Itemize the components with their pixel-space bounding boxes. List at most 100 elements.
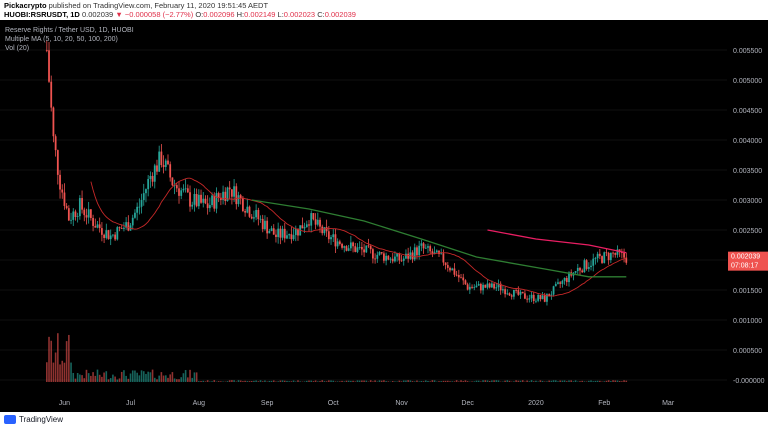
candle-body[interactable]: [506, 293, 509, 295]
candle-body[interactable]: [242, 198, 244, 212]
candle-body[interactable]: [310, 213, 313, 226]
candle-body[interactable]: [184, 188, 187, 190]
candle-body[interactable]: [233, 186, 235, 197]
candle-body[interactable]: [206, 203, 209, 209]
candle-body[interactable]: [420, 243, 423, 246]
candle-body[interactable]: [72, 211, 75, 220]
candle-body[interactable]: [202, 198, 205, 203]
candle-body[interactable]: [65, 205, 68, 209]
candle-body[interactable]: [301, 225, 304, 229]
candle-body[interactable]: [466, 284, 469, 290]
candle-body[interactable]: [541, 295, 544, 300]
candle-body[interactable]: [486, 283, 489, 288]
candle-body[interactable]: [374, 258, 377, 260]
candle-body[interactable]: [314, 219, 317, 225]
candle-body[interactable]: [524, 293, 526, 299]
candle-body[interactable]: [98, 224, 101, 229]
candle-body[interactable]: [316, 219, 319, 225]
candle-body[interactable]: [156, 165, 158, 172]
candle-body[interactable]: [283, 228, 286, 239]
candle-body[interactable]: [175, 185, 178, 189]
candle-body[interactable]: [59, 174, 61, 190]
candle-body[interactable]: [530, 294, 533, 299]
candle-body[interactable]: [457, 274, 460, 278]
candle-body[interactable]: [391, 258, 394, 262]
candle-body[interactable]: [140, 200, 143, 207]
candle-body[interactable]: [565, 277, 568, 283]
candle-body[interactable]: [125, 222, 128, 228]
candle-body[interactable]: [444, 262, 447, 266]
candle-body[interactable]: [422, 243, 425, 249]
candle-body[interactable]: [477, 283, 480, 286]
candle-body[interactable]: [365, 245, 368, 253]
candle-body[interactable]: [239, 195, 242, 199]
candle-body[interactable]: [446, 265, 449, 268]
candle-body[interactable]: [587, 267, 590, 269]
candle-body[interactable]: [107, 230, 110, 240]
candle-body[interactable]: [539, 294, 542, 300]
candle-body[interactable]: [50, 81, 53, 108]
candle-body[interactable]: [308, 224, 310, 226]
candle-body[interactable]: [387, 255, 390, 260]
candle-body[interactable]: [427, 246, 429, 248]
candle-body[interactable]: [435, 250, 438, 253]
candle-body[interactable]: [330, 237, 332, 240]
candle-body[interactable]: [497, 283, 500, 288]
candle-body[interactable]: [61, 189, 64, 193]
candle-body[interactable]: [272, 228, 275, 235]
candle-body[interactable]: [442, 253, 445, 263]
candle-body[interactable]: [535, 300, 537, 302]
candle-body[interactable]: [217, 193, 220, 198]
candle-body[interactable]: [76, 216, 79, 217]
candle-body[interactable]: [405, 253, 407, 259]
candle-body[interactable]: [253, 217, 255, 219]
candle-body[interactable]: [153, 165, 156, 182]
candle-body[interactable]: [479, 283, 482, 291]
candle-body[interactable]: [488, 283, 491, 288]
candle-body[interactable]: [151, 175, 154, 182]
candle-body[interactable]: [612, 252, 614, 254]
candle-body[interactable]: [625, 257, 628, 263]
candle-body[interactable]: [74, 211, 77, 217]
candle-body[interactable]: [246, 206, 249, 213]
candle-body[interactable]: [508, 293, 511, 296]
candle-body[interactable]: [407, 253, 410, 259]
candle-body[interactable]: [332, 234, 335, 238]
candle-body[interactable]: [112, 234, 114, 236]
candle-body[interactable]: [219, 197, 222, 200]
candle-body[interactable]: [601, 256, 603, 263]
candle-body[interactable]: [398, 253, 401, 261]
candle-body[interactable]: [178, 188, 180, 196]
candle-body[interactable]: [54, 136, 57, 151]
candle-body[interactable]: [224, 191, 227, 202]
candle-body[interactable]: [67, 208, 70, 221]
candle-body[interactable]: [341, 243, 343, 248]
candle-body[interactable]: [424, 247, 427, 249]
candle-body[interactable]: [118, 227, 121, 229]
candle-body[interactable]: [513, 289, 515, 297]
candle-body[interactable]: [96, 224, 99, 228]
candle-body[interactable]: [360, 247, 363, 250]
candle-body[interactable]: [312, 213, 315, 220]
candle-body[interactable]: [603, 252, 606, 263]
candle-body[interactable]: [453, 268, 456, 275]
candle-body[interactable]: [363, 249, 365, 253]
candle-body[interactable]: [546, 294, 548, 302]
candle-body[interactable]: [222, 191, 224, 200]
candle-body[interactable]: [275, 234, 277, 238]
candle-body[interactable]: [127, 222, 130, 231]
candle-body[interactable]: [244, 211, 247, 213]
candle-body[interactable]: [517, 290, 520, 295]
candle-body[interactable]: [235, 186, 238, 205]
candle-body[interactable]: [468, 286, 471, 290]
candle-body[interactable]: [576, 267, 579, 272]
price-chart[interactable]: 0.005500 0.005000 0.004500 0.004000 0.003500…: [0, 20, 768, 412]
candle-body[interactable]: [515, 289, 518, 291]
candle-body[interactable]: [548, 294, 551, 297]
candle-body[interactable]: [475, 285, 478, 288]
legend-ma[interactable]: Multiple MA (5, 10, 20, 50, 100, 200): [5, 36, 118, 43]
candle-body[interactable]: [105, 230, 108, 238]
candle-body[interactable]: [138, 206, 141, 208]
candle-body[interactable]: [594, 258, 597, 260]
candle-body[interactable]: [297, 228, 299, 236]
